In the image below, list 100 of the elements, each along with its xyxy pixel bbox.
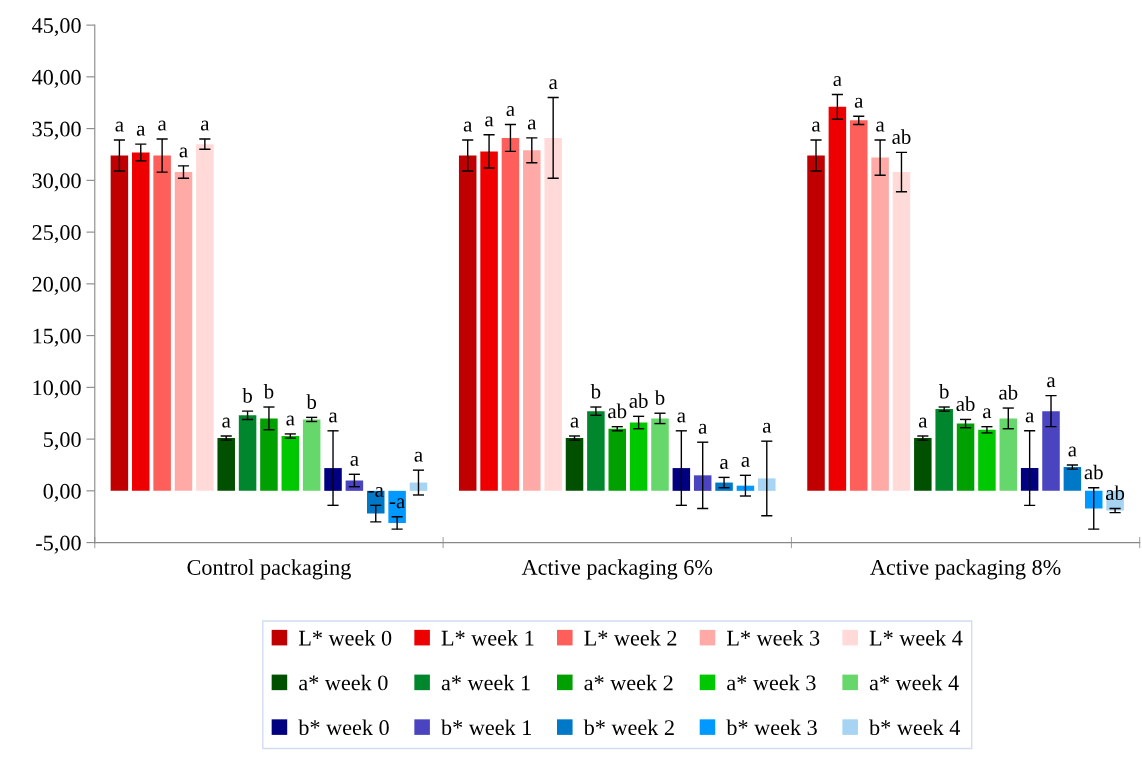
y-tick-label: 35,00 — [32, 121, 81, 140]
legend-label: a* week 2 — [584, 674, 673, 691]
data-label: a — [414, 451, 423, 462]
bar — [174, 172, 193, 491]
data-label: a — [136, 125, 146, 136]
data-label: ab — [608, 403, 627, 419]
bar — [935, 409, 953, 491]
bar — [196, 144, 214, 491]
data-label: a — [812, 121, 821, 132]
bar — [978, 429, 996, 491]
data-label: ab — [1106, 485, 1125, 501]
data-label: ab — [1084, 464, 1103, 480]
bar — [828, 106, 847, 491]
data-label: a — [720, 459, 729, 469]
data-label: a — [1047, 377, 1056, 388]
x-tick-label: Active packaging 8% — [870, 559, 1061, 580]
bar — [629, 422, 648, 491]
y-tick-label: -5,00 — [36, 535, 81, 554]
data-label: a — [833, 76, 842, 87]
bar — [956, 423, 975, 491]
legend-label: a* week 4 — [869, 674, 959, 691]
x-tick-label: Control packaging — [187, 559, 351, 580]
bar — [345, 480, 364, 491]
legend-label: b* week 4 — [869, 719, 961, 736]
data-label: ab — [999, 384, 1018, 400]
data-label: -a — [389, 498, 405, 509]
legend-label: a* week 1 — [441, 674, 530, 691]
data-label: a — [876, 121, 885, 132]
bar — [153, 155, 171, 491]
data-label: a — [698, 423, 708, 434]
data-label: ab — [956, 396, 975, 412]
bar — [871, 157, 889, 491]
data-label: a — [222, 417, 231, 428]
legend-label: L* week 4 — [869, 630, 963, 646]
data-label: a — [350, 455, 359, 466]
data-label: b — [590, 383, 601, 399]
data-label: b — [263, 383, 274, 399]
bar — [672, 468, 691, 491]
bar — [302, 419, 321, 491]
bar — [281, 435, 300, 491]
data-label: b — [938, 383, 949, 399]
data-label: a — [179, 147, 188, 158]
data-label: b — [654, 390, 665, 405]
legend-label: L* week 1 — [441, 630, 534, 646]
bar — [914, 438, 932, 491]
bar — [110, 155, 129, 491]
bar — [693, 475, 712, 491]
data-label: a — [463, 121, 473, 132]
legend-label: L* week 2 — [584, 630, 677, 646]
y-tick-label: 40,00 — [32, 69, 81, 88]
bar — [758, 478, 776, 491]
bar — [587, 411, 605, 491]
data-label: b — [242, 388, 252, 403]
data-label: a — [762, 422, 772, 433]
y-tick-label: 5,00 — [43, 432, 81, 451]
data-label: ab — [892, 129, 911, 145]
data-label: a — [115, 121, 124, 132]
bar — [892, 172, 911, 491]
bar — [807, 155, 825, 491]
data-label: a — [1025, 412, 1034, 423]
data-label: a — [286, 415, 295, 426]
y-tick-label: 15,00 — [33, 328, 81, 347]
data-label: a — [854, 97, 864, 108]
bar — [132, 152, 150, 491]
data-label: a — [549, 79, 558, 90]
x-tick-label: Active packaging 6% — [521, 559, 713, 580]
y-tick-label: 20,00 — [32, 276, 81, 295]
legend-label: b* week 2 — [583, 719, 674, 736]
y-tick-label: 25,00 — [32, 225, 81, 244]
bar — [608, 428, 627, 491]
data-label: a — [1068, 446, 1077, 457]
bar — [849, 120, 868, 491]
legend-label: b* week 0 — [298, 719, 389, 736]
bar — [523, 150, 541, 491]
legend-label: b* week 3 — [726, 719, 817, 736]
legend-label: a* week 3 — [727, 674, 816, 691]
data-label: a — [506, 106, 515, 117]
bar — [238, 415, 257, 491]
data-label: ab — [629, 393, 648, 408]
data-label: a — [527, 119, 537, 130]
data-label: a — [741, 456, 750, 467]
data-label: a — [158, 120, 167, 131]
bar — [651, 418, 669, 491]
data-label: a — [329, 412, 338, 423]
legend-label: a* week 0 — [299, 674, 388, 691]
y-tick-label: 30,00 — [32, 173, 81, 192]
data-label: a — [200, 120, 210, 131]
data-label: a — [983, 408, 992, 419]
legend-label: L* week 3 — [727, 630, 820, 646]
bar — [544, 137, 562, 491]
bar — [565, 438, 584, 491]
data-label: a — [570, 417, 579, 428]
legend-label: L* week 0 — [298, 630, 392, 646]
bar — [999, 418, 1018, 491]
y-tick-label: 0,00 — [43, 483, 81, 502]
bar — [260, 418, 278, 491]
bar — [217, 438, 235, 491]
y-tick-label: 10,00 — [33, 380, 81, 399]
y-tick-label: 45,00 — [32, 18, 81, 37]
bar — [501, 137, 520, 491]
